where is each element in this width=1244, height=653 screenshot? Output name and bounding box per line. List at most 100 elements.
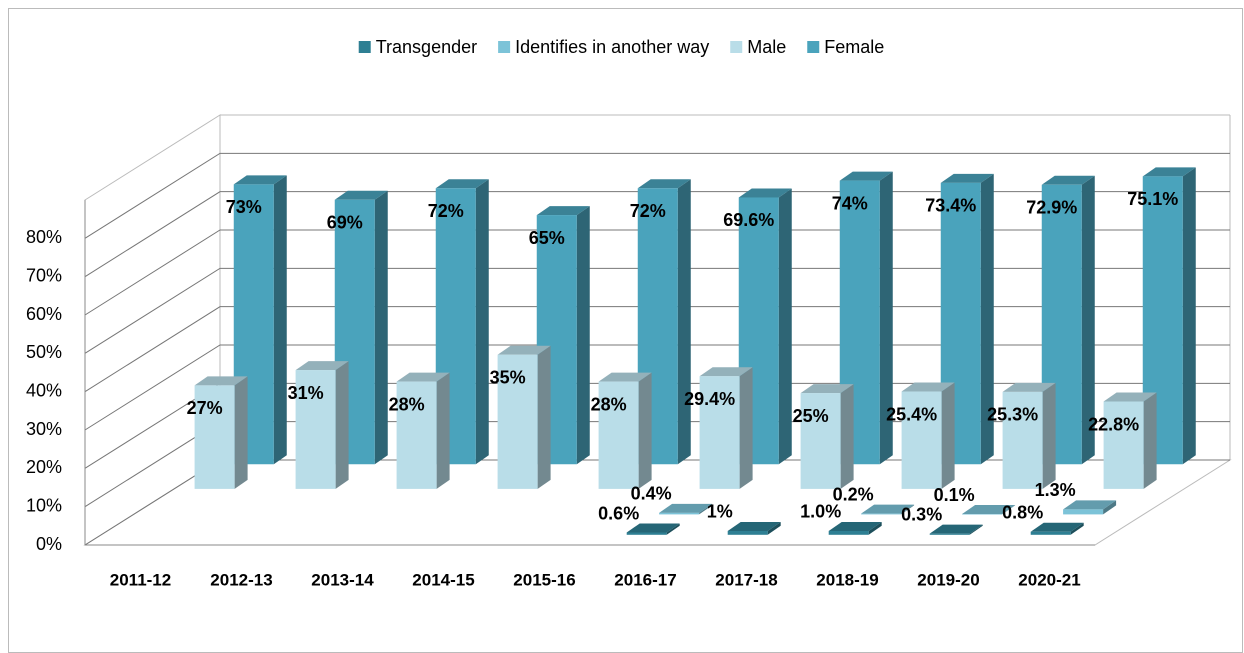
bar — [598, 381, 639, 489]
x-tick-label: 2011-12 — [110, 570, 171, 589]
bar-side — [638, 372, 652, 489]
bar — [901, 391, 942, 489]
x-tick-label: 2012-13 — [210, 570, 272, 589]
data-label: 28% — [591, 394, 627, 414]
data-label: 31% — [288, 383, 324, 403]
grid-line — [84, 152, 1230, 239]
x-tick-label: 2017-18 — [715, 570, 777, 589]
data-label: 0.8% — [1002, 502, 1043, 522]
bar-side — [980, 173, 994, 465]
y-tick-label: 10% — [26, 495, 62, 515]
data-label: 1.0% — [800, 502, 841, 522]
y-tick-label: 70% — [26, 265, 62, 285]
legend-label: Identifies in another way — [515, 37, 709, 57]
data-label: 22.8% — [1088, 414, 1139, 434]
bar — [861, 513, 902, 515]
bar-top — [659, 503, 713, 513]
data-label: 0.4% — [631, 484, 672, 504]
bar-top — [1041, 175, 1095, 185]
legend-swatch — [358, 41, 371, 53]
bar — [295, 370, 336, 489]
bar — [194, 385, 235, 489]
bar — [626, 532, 667, 535]
bar — [1002, 391, 1043, 489]
y-tick-label: 40% — [26, 380, 62, 400]
bar-side — [1070, 522, 1084, 535]
bar — [828, 530, 869, 535]
data-label: 72% — [630, 201, 666, 221]
data-label: 74% — [832, 193, 868, 213]
x-tick-label: 2014-15 — [412, 570, 474, 589]
bar-top — [1063, 500, 1117, 510]
data-label: 25.3% — [987, 405, 1038, 425]
bar-side — [335, 361, 349, 489]
x-tick-label: 2015-16 — [513, 570, 575, 589]
bar — [962, 514, 1003, 515]
legend-label: Male — [747, 37, 786, 57]
bar-top — [334, 190, 388, 200]
bar-side — [739, 367, 753, 489]
legend-label: Transgender — [376, 37, 477, 57]
y-tick-label: 20% — [26, 457, 62, 477]
y-tick-label: 0% — [36, 534, 62, 554]
bar-side — [537, 345, 551, 489]
bar-side — [436, 372, 450, 489]
bar-top — [1030, 522, 1084, 532]
bar-side — [234, 376, 248, 489]
bar — [800, 393, 841, 489]
x-tick-label: 2019-20 — [917, 570, 979, 589]
bar-side — [901, 504, 915, 515]
y-tick-label: 60% — [26, 304, 62, 324]
bar-side — [969, 524, 983, 535]
data-label: 0.6% — [598, 503, 639, 523]
bar-top — [727, 521, 781, 531]
data-label: 35% — [490, 367, 526, 387]
grid-line — [84, 229, 1230, 316]
bar-side — [941, 382, 955, 489]
data-label: 28% — [389, 394, 425, 414]
bar-top — [962, 505, 1016, 515]
bar-top — [940, 173, 994, 183]
bar — [396, 381, 437, 489]
y-tick-label: 50% — [26, 342, 62, 362]
bar-top — [396, 372, 450, 382]
bar-side — [868, 521, 882, 535]
x-tick-label: 2013-14 — [311, 570, 374, 589]
bar-top — [861, 504, 915, 514]
bar-top — [536, 206, 590, 216]
y-tick-label: 80% — [26, 227, 62, 247]
bar-top — [295, 361, 349, 371]
bar-top — [233, 175, 287, 185]
data-label: 65% — [529, 228, 565, 248]
bar — [699, 376, 740, 489]
grid-line — [84, 191, 1230, 278]
bar-side — [879, 171, 893, 465]
bar-side — [699, 503, 713, 515]
data-label: 0.3% — [901, 504, 942, 524]
data-label: 25% — [793, 406, 829, 426]
data-label: 0.1% — [934, 485, 975, 505]
bar — [727, 530, 768, 535]
data-label: 25.4% — [886, 404, 937, 424]
bar-top — [828, 521, 882, 531]
legend-swatch — [807, 41, 820, 53]
bar-top — [497, 345, 551, 355]
bar-top — [800, 384, 854, 394]
bar-side — [273, 175, 287, 465]
bar-top — [699, 367, 753, 377]
x-tick-label: 2020-21 — [1018, 570, 1080, 589]
legend-swatch — [730, 41, 743, 53]
data-label: 0.2% — [833, 484, 874, 504]
bar-top — [598, 372, 652, 382]
bar-side — [374, 190, 388, 465]
bar-side — [666, 523, 680, 535]
bar-top — [1103, 392, 1157, 402]
data-label: 73.4% — [925, 196, 976, 216]
data-label: 1.3% — [1035, 480, 1076, 500]
bar-top — [929, 524, 983, 534]
bar-top — [738, 188, 792, 198]
bar-top — [435, 179, 489, 189]
bar-side — [475, 179, 489, 465]
bar-side — [778, 188, 792, 465]
